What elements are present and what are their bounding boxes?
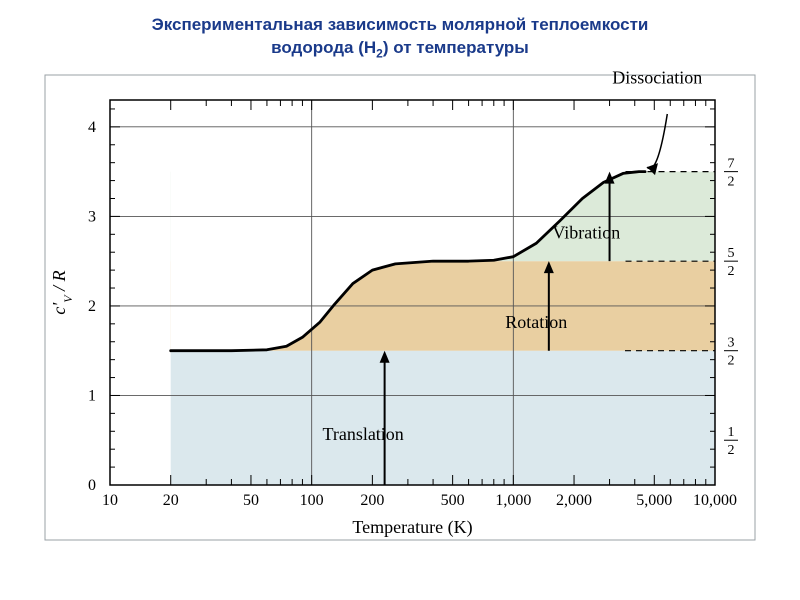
frac-num: 5 xyxy=(728,246,735,261)
y-tick-label: 2 xyxy=(88,297,96,314)
region-label: Rotation xyxy=(505,311,567,331)
heat-capacity-chart: 1020501002005001,0002,0005,00010,000Temp… xyxy=(35,70,765,570)
x-tick-label: 10,000 xyxy=(693,492,737,509)
x-tick-label: 10 xyxy=(102,492,118,509)
frac-den: 2 xyxy=(728,353,735,368)
x-tick-label: 200 xyxy=(360,492,384,509)
title-line2b: ) от температуры xyxy=(383,38,529,57)
x-tick-label: 500 xyxy=(441,492,465,509)
frac-den: 2 xyxy=(728,443,735,458)
x-tick-label: 2,000 xyxy=(556,492,592,509)
y-tick-label: 3 xyxy=(88,208,96,225)
x-tick-label: 100 xyxy=(300,492,324,509)
x-tick-label: 50 xyxy=(243,492,259,509)
x-tick-label: 5,000 xyxy=(636,492,672,509)
y-tick-label: 4 xyxy=(88,118,96,135)
y-tick-label: 1 xyxy=(88,387,96,404)
frac-den: 2 xyxy=(728,264,735,279)
y-tick-label: 0 xyxy=(88,477,96,494)
y-axis-label: c'V / R xyxy=(49,270,75,314)
dissociation-label: Dissociation xyxy=(612,70,702,88)
title-line1: Экспериментальная зависимость молярной т… xyxy=(152,15,649,34)
x-tick-label: 20 xyxy=(163,492,179,509)
x-tick-label: 1,000 xyxy=(495,492,531,509)
frac-num: 3 xyxy=(728,335,735,350)
chart-container: 1020501002005001,0002,0005,00010,000Temp… xyxy=(35,70,765,570)
title-line2a: водорода (Н xyxy=(271,38,376,57)
frac-den: 2 xyxy=(728,174,735,189)
frac-num: 7 xyxy=(728,156,735,171)
region-label: Translation xyxy=(322,423,403,443)
title-sub: 2 xyxy=(376,46,383,60)
x-axis-label: Temperature (K) xyxy=(352,517,472,538)
frac-num: 1 xyxy=(728,425,735,440)
